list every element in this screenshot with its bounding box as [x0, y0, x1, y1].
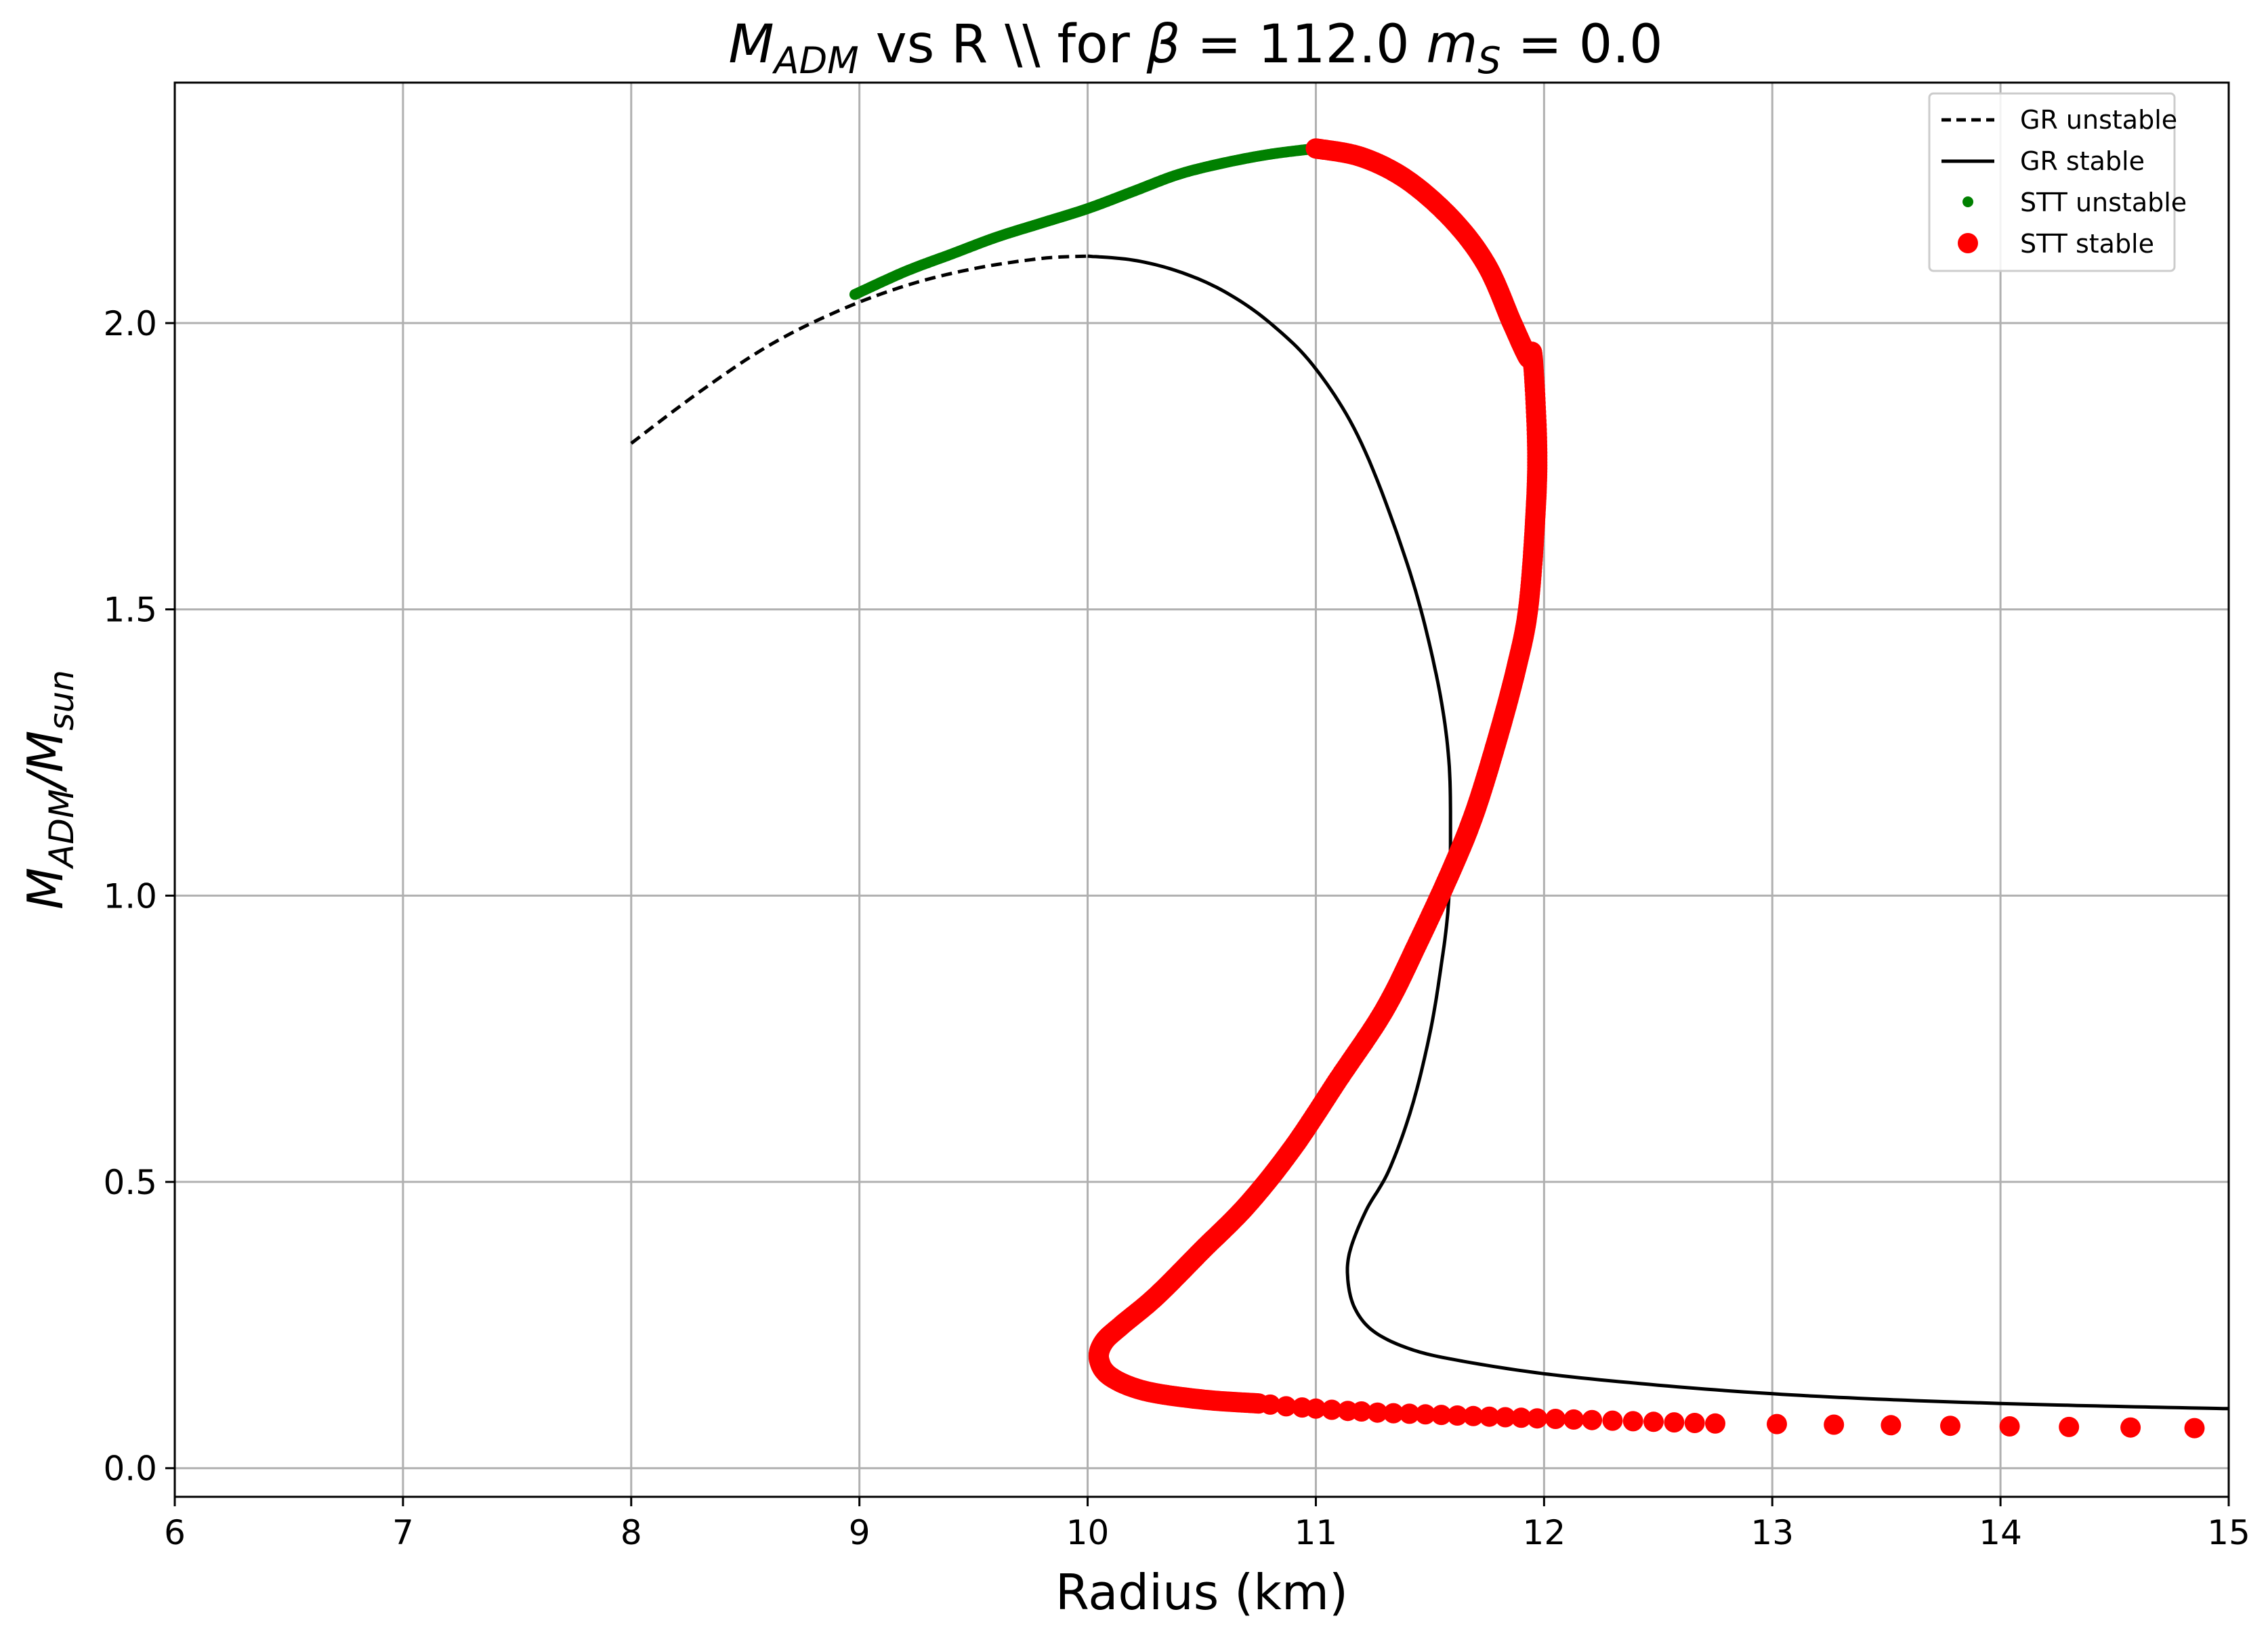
stt-stable-point [1824, 1414, 1845, 1435]
stt-stable-point [1431, 1405, 1452, 1426]
plot-frame [173, 81, 2230, 1498]
x-tick-label: 15 [2207, 1513, 2250, 1552]
stt-stable-point [1545, 1409, 1566, 1429]
y-tick-label: 2.0 [103, 304, 157, 343]
legend-label-stt-stable: STT stable [2020, 229, 2154, 259]
stt-stable-point [1511, 1407, 1532, 1428]
stt-stable-point [2059, 1416, 2080, 1437]
stt-stable-point [1260, 1394, 1281, 1415]
x-tick-label: 7 [392, 1513, 414, 1552]
stt-stable-point [1881, 1415, 1902, 1436]
stt-stable-point [1684, 1413, 1705, 1433]
grid [175, 83, 2229, 1497]
series-layer [630, 254, 2229, 1411]
x-tick-label: 6 [164, 1513, 186, 1552]
stt-stable-point [1479, 1406, 1500, 1427]
y-axis-label: MADM/Msun [17, 670, 81, 910]
stt-stable-point [2120, 1417, 2141, 1438]
chart-title: MADM vs R \\ for β = 112.0 mS = 0.0 [728, 14, 1662, 82]
y-tick-label: 1.5 [103, 591, 157, 630]
gr-stable-line [1087, 254, 2229, 1411]
legend-box [1928, 92, 2176, 272]
stt-stable-point [1447, 1405, 1468, 1426]
stt-stable-point [1767, 1413, 1787, 1434]
x-tick-label: 10 [1066, 1513, 1110, 1552]
x-axis-label: Radius (km) [1055, 1564, 1348, 1621]
x-ticks: 6 7 8 9 10 11 12 13 14 15 [164, 1497, 2250, 1552]
legend-label-stt-unstable: STT unstable [2020, 188, 2187, 217]
stt-stable-point [1563, 1409, 1584, 1430]
legend-label-gr-stable: GR stable [2020, 146, 2145, 176]
legend-swatch-stt-stable [1958, 233, 1978, 253]
stt-stable-point [1582, 1409, 1603, 1430]
stt-unstable-layer [849, 143, 1322, 300]
x-tick-label: 12 [1523, 1513, 1566, 1552]
stt-stable-point [1999, 1416, 2020, 1437]
stt-stable-point [1399, 1403, 1420, 1424]
stt-stable-point [1940, 1416, 1960, 1437]
x-tick-label: 9 [849, 1513, 870, 1552]
stt-stable-point [2184, 1418, 2205, 1439]
y-tick-label: 0.0 [103, 1449, 157, 1489]
legend-label-gr-unstable: GR unstable [2020, 105, 2177, 135]
stt-stable-point [1622, 1411, 1643, 1432]
stt-stable-point [1276, 1396, 1297, 1417]
x-tick-label: 14 [1979, 1513, 2022, 1552]
legend-swatch-stt-unstable [1962, 196, 1973, 207]
stt-stable-point [1415, 1404, 1436, 1425]
legend: GR unstable GR stable STT unstable STT s… [1928, 92, 2187, 272]
y-tick-label: 0.5 [103, 1163, 157, 1202]
stt-stable-point [1305, 1398, 1326, 1419]
stt-stable-point [1705, 1413, 1725, 1434]
x-tick-label: 11 [1295, 1513, 1338, 1552]
y-tick-label: 1.0 [103, 876, 157, 916]
stt-stable-point [1664, 1412, 1685, 1433]
stt-stable-point [1463, 1405, 1484, 1426]
stt-stable-layer [1088, 138, 2205, 1439]
x-tick-label: 8 [621, 1513, 642, 1552]
stt-stable-point [1322, 1399, 1342, 1420]
x-tick-label: 13 [1750, 1513, 1794, 1552]
stt-stable-point [1643, 1411, 1664, 1432]
gr-unstable-line [630, 254, 1088, 445]
stt-stable-point [1602, 1410, 1623, 1431]
stt-stable-point [1367, 1402, 1388, 1423]
stt-stable-point [1351, 1401, 1372, 1422]
stt-stable-point [1527, 1408, 1548, 1429]
stt-stable-point [1383, 1403, 1404, 1424]
y-ticks: 0.0 0.5 1.0 1.5 2.0 [103, 304, 175, 1489]
stt-stable-point [1495, 1407, 1516, 1428]
